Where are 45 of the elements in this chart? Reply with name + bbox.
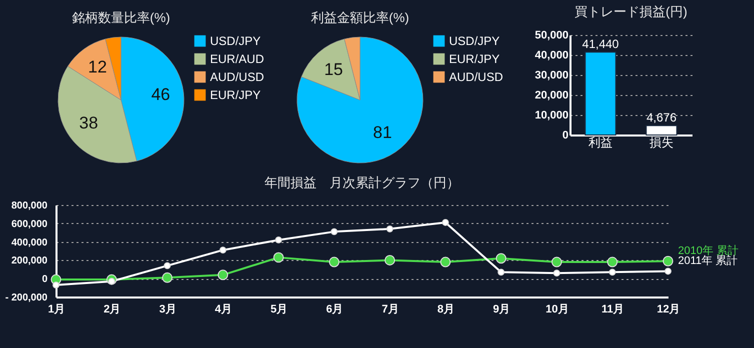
y-tick-label: 20,000 xyxy=(534,90,568,102)
x-tick-label: 8月 xyxy=(437,304,455,316)
legend-label: AUD/USD xyxy=(449,70,504,84)
y-tick-label: 10,000 xyxy=(534,110,568,122)
chart-title: 銘柄数量比率(%) xyxy=(72,10,170,25)
legend-label: USD/JPY xyxy=(210,34,261,48)
legend-label: USD/JPY xyxy=(449,34,500,48)
x-tick-label: 11月 xyxy=(602,304,624,316)
series-label: 2011年 累計 xyxy=(678,254,738,268)
x-tick-label: 6月 xyxy=(326,304,344,316)
x-tick-label: 2月 xyxy=(104,304,121,316)
x-tick-label: 3月 xyxy=(159,304,176,316)
chart-title: 買トレード損益(円) xyxy=(574,4,688,19)
legend-label: EUR/JPY xyxy=(449,52,500,66)
y-tick-label: 200,000 xyxy=(11,256,48,267)
x-tick-label: 12月 xyxy=(656,304,680,316)
chart-title: 利益金額比率(%) xyxy=(310,10,410,25)
x-tick-label: 4月 xyxy=(214,304,232,316)
x-tick-label: 10月 xyxy=(546,304,569,316)
chart-title: 年間損益 月次累計グラフ（円） xyxy=(264,175,460,190)
x-tick-label: 1月 xyxy=(48,304,66,316)
data-label: 12 xyxy=(88,58,107,77)
y-tick-label: 400,000 xyxy=(11,237,48,248)
x-tick-label: 9月 xyxy=(493,304,510,316)
x-tick-label: 7月 xyxy=(382,304,399,316)
data-label: 4,676 xyxy=(646,110,677,125)
y-tick-label: 0 xyxy=(42,274,48,286)
y-tick-label: 0 xyxy=(562,130,568,142)
data-label: 46 xyxy=(151,84,170,104)
data-label: 15 xyxy=(324,60,344,79)
y-tick-label: - 200,000 xyxy=(5,292,48,304)
data-label: 41,440 xyxy=(582,37,620,52)
x-tick-label: 5月 xyxy=(270,304,288,316)
data-label: 38 xyxy=(79,114,98,133)
y-tick-label: 600,000 xyxy=(11,218,48,230)
legend-label: EUR/JPY xyxy=(210,88,261,102)
x-tick-label: 利益 xyxy=(588,136,612,150)
legend-label: AUD/USD xyxy=(210,70,264,84)
data-label: 81 xyxy=(373,123,392,142)
y-tick-label: 40,000 xyxy=(534,50,568,62)
x-tick-label: 損失 xyxy=(650,136,674,150)
y-tick-label: 50,000 xyxy=(534,30,568,42)
y-tick-label: 30,000 xyxy=(534,70,568,82)
legend-label: EUR/AUD xyxy=(210,52,264,66)
y-tick-label: 800,000 xyxy=(11,200,48,212)
